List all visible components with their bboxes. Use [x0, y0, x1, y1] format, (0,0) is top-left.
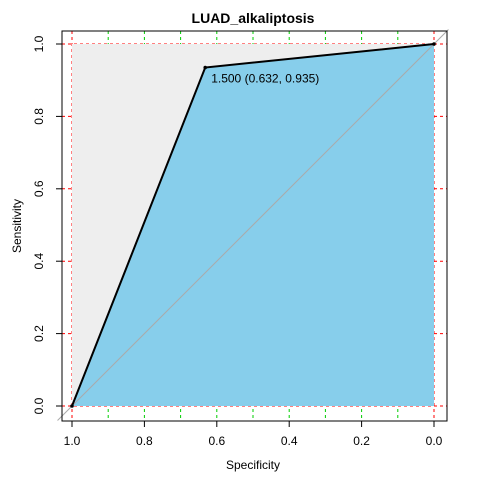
- plot-border: [61, 30, 448, 422]
- x-tick-label: 1.0: [64, 434, 81, 448]
- best-threshold-label: 1.500 (0.632, 0.935): [211, 72, 319, 86]
- x-tick-label: 0.2: [353, 434, 370, 448]
- x-axis: 1.0 0.8 0.6 0.4 0.2 0.0: [64, 421, 443, 448]
- y-axis: 0.0 0.2 0.4 0.6 0.8 1.0: [32, 35, 62, 414]
- x-tick-label: 0.8: [136, 434, 153, 448]
- y-tick-label: 1.0: [32, 35, 46, 52]
- x-axis-label: Specificity: [226, 458, 280, 472]
- x-tick-label: 0.0: [426, 434, 443, 448]
- y-tick-label: 0.8: [32, 108, 46, 125]
- y-tick-label: 0.2: [32, 325, 46, 342]
- roc-point: [432, 42, 436, 46]
- roc-point: [203, 65, 208, 70]
- y-tick-label: 0.4: [32, 253, 46, 270]
- reference-diagonal: [57, 29, 449, 421]
- y-axis-label: Sensitivity: [10, 199, 24, 253]
- y-tick-label: 0.0: [32, 397, 46, 414]
- y-tick-label: 0.6: [32, 180, 46, 197]
- roc-point: [70, 404, 74, 408]
- chart-title: LUAD_alkaliptosis: [192, 10, 315, 26]
- x-tick-label: 0.4: [281, 434, 298, 448]
- x-tick-label: 0.6: [208, 434, 225, 448]
